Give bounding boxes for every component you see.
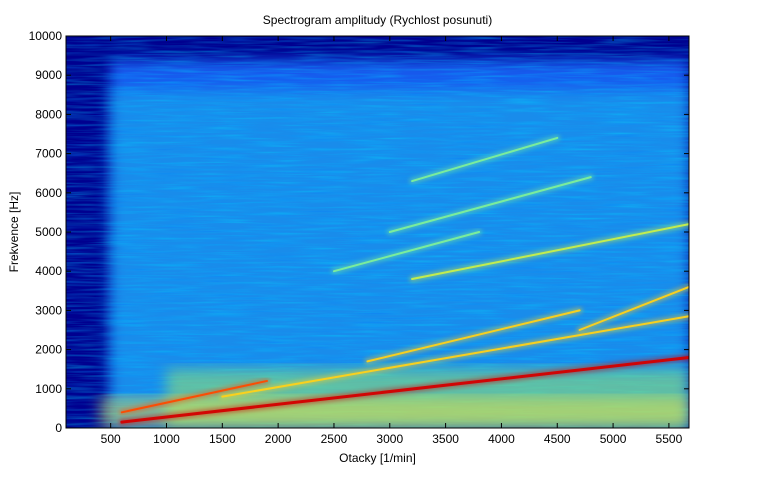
y-tick-label: 1000 xyxy=(35,382,62,396)
y-tick-label: 9000 xyxy=(35,68,62,82)
x-tick-label: 2500 xyxy=(321,432,348,446)
harmonic-ridges xyxy=(118,134,689,426)
y-tick-label: 7000 xyxy=(35,147,62,161)
y-tick-label: 6000 xyxy=(35,186,62,200)
x-tick-label: 5500 xyxy=(656,432,683,446)
y-tick-label: 10000 xyxy=(29,29,63,43)
ridge-line xyxy=(411,136,559,183)
ridge-line xyxy=(120,355,689,424)
y-tick-label: 5000 xyxy=(35,225,62,239)
x-tick-label: 4500 xyxy=(544,432,571,446)
spectrogram-plot-area xyxy=(66,36,689,428)
ridge-line xyxy=(411,223,689,281)
x-tick-label: 1500 xyxy=(209,432,236,446)
x-tick-label: 500 xyxy=(101,432,121,446)
x-tick-label: 4000 xyxy=(488,432,515,446)
ridge-line xyxy=(221,315,689,398)
ridge-line xyxy=(332,231,481,273)
hot-zones xyxy=(99,369,689,428)
x-tick-label: 1000 xyxy=(153,432,180,446)
y-tick-label: 2000 xyxy=(35,343,62,357)
x-axis-ticks: 500 1000 1500 2000 2500 3000 3500 4000 4500 5000 5… xyxy=(101,36,683,446)
x-axis-label: Otacky [1/min] xyxy=(339,451,416,465)
y-tick-label: 8000 xyxy=(35,107,62,121)
ridge-line xyxy=(388,176,592,233)
ridge-line xyxy=(578,285,689,331)
y-axis-ticks: 0 1000 2000 3000 4000 5000 6000 7000 8000 9000 100… xyxy=(29,29,689,435)
x-tick-label: 3000 xyxy=(376,432,403,446)
x-tick-label: 2000 xyxy=(265,432,292,446)
x-tick-label: 3500 xyxy=(432,432,459,446)
noise-texture xyxy=(66,36,689,428)
ridge-line xyxy=(120,379,268,414)
x-tick-label: 5000 xyxy=(600,432,627,446)
ridge-line xyxy=(366,309,581,363)
y-tick-label: 3000 xyxy=(35,303,62,317)
y-tick-label: 0 xyxy=(55,421,62,435)
chart-title: Spectrogram amplitudy (Rychlost posunuti… xyxy=(262,13,493,27)
y-tick-label: 4000 xyxy=(35,264,62,278)
